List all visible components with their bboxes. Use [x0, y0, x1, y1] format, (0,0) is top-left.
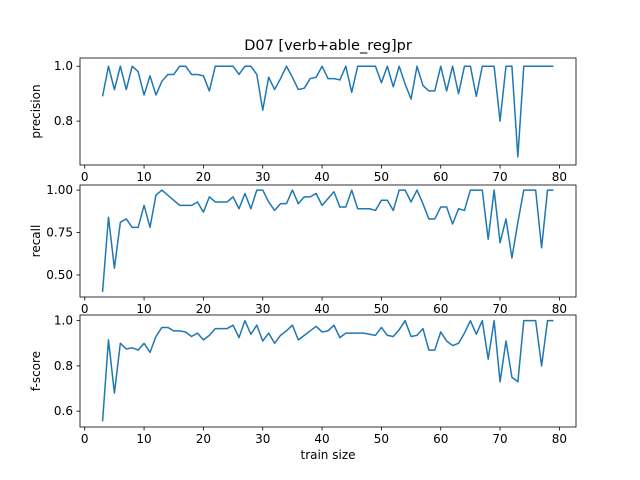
f-score-x-tick-label: 30	[255, 432, 270, 446]
f-score-y-tick-label: 1.0	[54, 314, 73, 328]
precision-axes-frame	[79, 57, 577, 166]
f-score-x-tick-label: 40	[314, 432, 329, 446]
f-score-x-tick-label: 70	[492, 432, 507, 446]
recall-x-tick-label: 50	[374, 302, 389, 316]
recall-x-tick-label: 30	[255, 302, 270, 316]
precision-x-tick-label: 60	[433, 170, 448, 184]
f-score-x-tick-label: 60	[433, 432, 448, 446]
precision-x-tick-label: 80	[552, 170, 567, 184]
f-score-x-tick-label: 50	[374, 432, 389, 446]
precision-x-tick-label: 0	[81, 170, 89, 184]
x-axis-label: train size	[300, 448, 355, 462]
f-score-y-tick-label: 0.8	[54, 359, 73, 373]
recall-x-tick-label: 0	[81, 302, 89, 316]
recall-x-tick-label: 60	[433, 302, 448, 316]
precision-x-tick-label: 20	[196, 170, 211, 184]
precision-x-tick-label: 40	[314, 170, 329, 184]
precision-x-tick-label: 50	[374, 170, 389, 184]
f-score-x-tick-label: 0	[81, 432, 89, 446]
recall-y-tick-label: 1.00	[46, 183, 73, 197]
precision-y-axis-label: precision	[29, 84, 43, 138]
f-score-series-line	[101, 319, 554, 422]
precision-y-tick-label: 1.0	[54, 59, 73, 73]
f-score-y-tick-label: 0.6	[54, 404, 73, 418]
recall-x-tick-label: 10	[136, 302, 151, 316]
f-score-panel: 0 10 20 30 40 50 60 70 80 0.6 0.8 1.0 f-score train s…	[29, 314, 577, 462]
precision-y-tick-label: 0.8	[54, 114, 73, 128]
precision-series-line	[101, 65, 554, 158]
precision-x-tick-label: 10	[136, 170, 151, 184]
recall-y-tick-label: 0.50	[46, 268, 73, 282]
recall-y-axis-label: recall	[29, 225, 43, 258]
f-score-x-tick-label: 10	[136, 432, 151, 446]
recall-axes-frame	[79, 184, 577, 298]
recall-series-line	[101, 189, 554, 292]
precision-panel: 0 10 20 30 40 50 60 70 80 0.8 1.0 precision	[29, 57, 577, 184]
recall-x-tick-label: 40	[314, 302, 329, 316]
chart-title: D07 [verb+able_reg]pr	[244, 38, 412, 54]
f-score-x-tick-label: 80	[552, 432, 567, 446]
recall-x-tick-label: 80	[552, 302, 567, 316]
recall-panel: 0 10 20 30 40 50 60 70 80 0.50 0.75 1.00 recall	[29, 183, 577, 316]
recall-y-tick-label: 0.75	[46, 226, 73, 240]
recall-x-tick-label: 20	[196, 302, 211, 316]
precision-x-tick-label: 30	[255, 170, 270, 184]
f-score-axes-frame	[79, 314, 577, 428]
f-score-y-axis-label: f-score	[29, 351, 43, 391]
precision-x-tick-label: 70	[492, 170, 507, 184]
f-score-x-tick-label: 20	[196, 432, 211, 446]
recall-x-tick-label: 70	[492, 302, 507, 316]
